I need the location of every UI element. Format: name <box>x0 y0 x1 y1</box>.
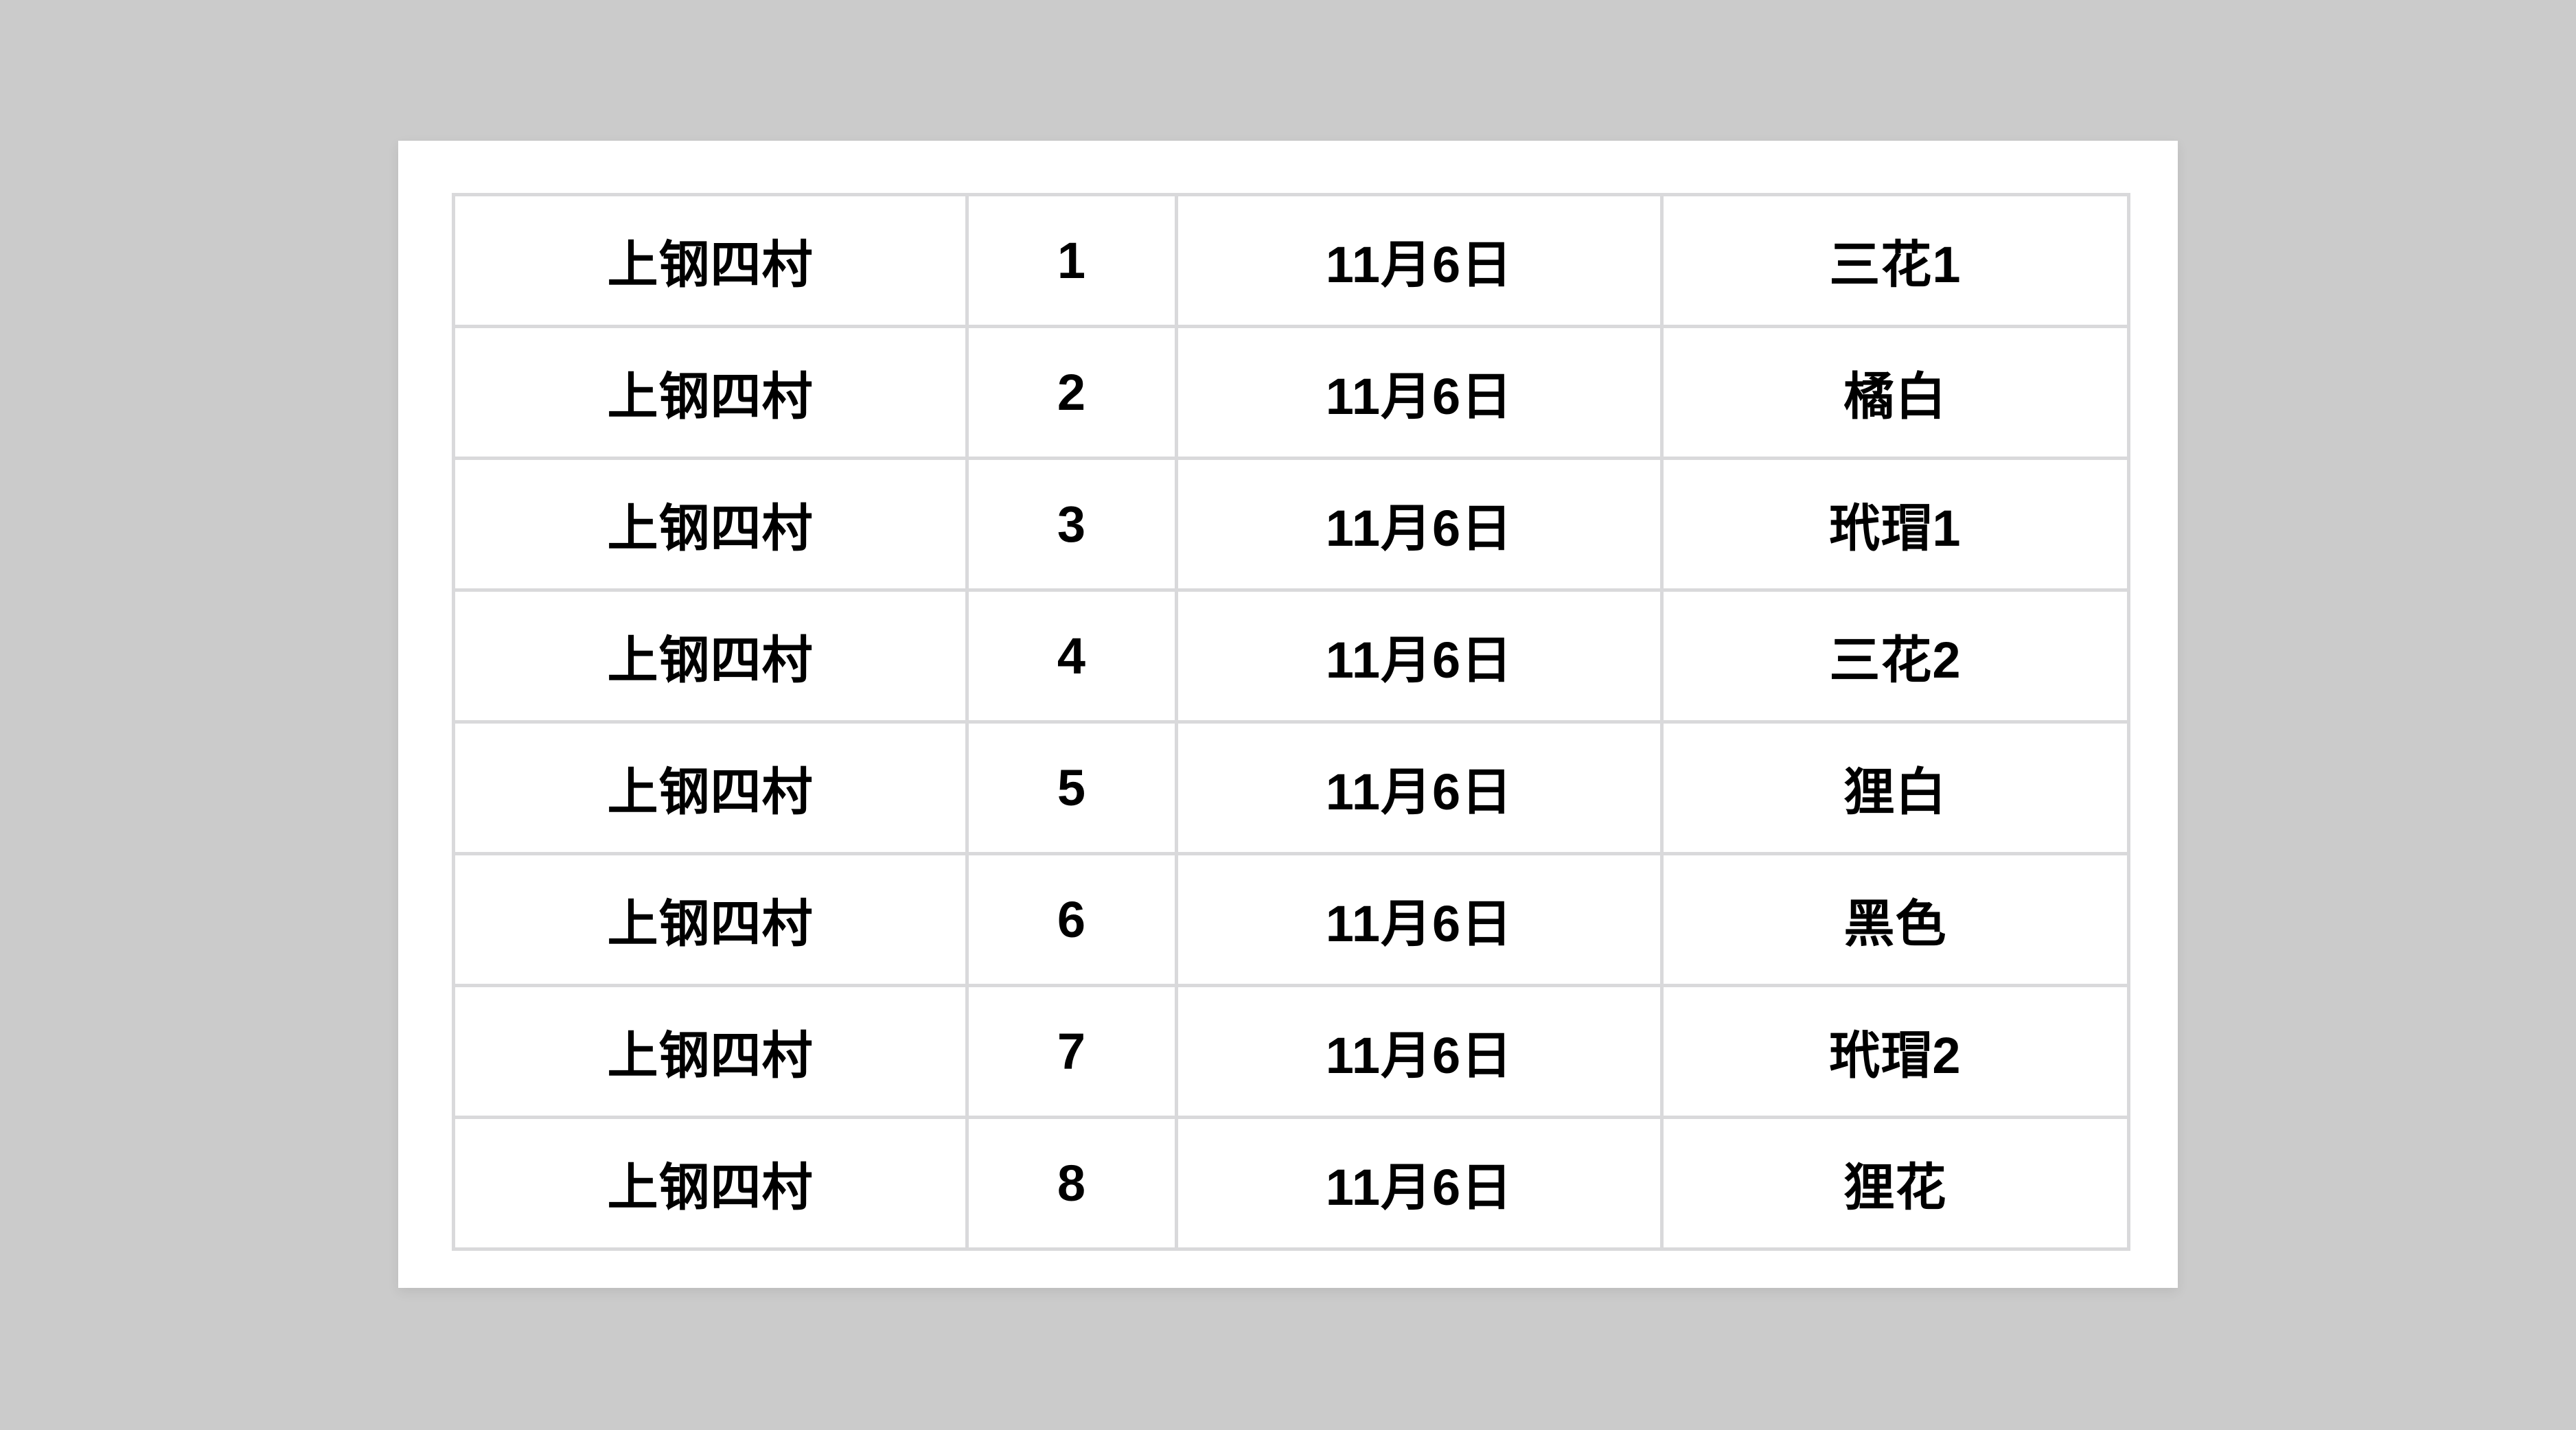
cell-location: 上钢四村 <box>452 852 969 987</box>
cell-cat-name: 三花2 <box>1660 588 2130 724</box>
cell-date: 11月6日 <box>1175 1116 1664 1251</box>
cell-cat-name: 狸花 <box>1660 1116 2130 1251</box>
cell-location: 上钢四村 <box>452 1116 969 1251</box>
cell-number: 3 <box>965 457 1178 592</box>
cell-location: 上钢四村 <box>452 984 969 1119</box>
cell-date: 11月6日 <box>1175 984 1664 1119</box>
table-row: 上钢四村 6 11月6日 黑色 <box>452 852 2130 987</box>
cell-date: 11月6日 <box>1175 193 1664 328</box>
cell-number: 1 <box>965 193 1178 328</box>
cell-date: 11月6日 <box>1175 720 1664 855</box>
cell-number: 6 <box>965 852 1178 987</box>
cell-location: 上钢四村 <box>452 588 969 724</box>
cell-date: 11月6日 <box>1175 457 1664 592</box>
cell-cat-name: 黑色 <box>1660 852 2130 987</box>
cell-cat-name: 狸白 <box>1660 720 2130 855</box>
records-table: 上钢四村 1 11月6日 三花1 上钢四村 2 11月6日 橘白 上钢四村 3 … <box>452 193 2130 1251</box>
cell-number: 5 <box>965 720 1178 855</box>
cell-location: 上钢四村 <box>452 457 969 592</box>
cell-date: 11月6日 <box>1175 852 1664 987</box>
cell-date: 11月6日 <box>1175 325 1664 460</box>
cell-number: 2 <box>965 325 1178 460</box>
table-row: 上钢四村 8 11月6日 狸花 <box>452 1116 2130 1251</box>
cell-number: 7 <box>965 984 1178 1119</box>
cell-number: 4 <box>965 588 1178 724</box>
content-panel: 上钢四村 1 11月6日 三花1 上钢四村 2 11月6日 橘白 上钢四村 3 … <box>398 141 2178 1288</box>
cell-date: 11月6日 <box>1175 588 1664 724</box>
table-row: 上钢四村 1 11月6日 三花1 <box>452 193 2130 328</box>
cell-location: 上钢四村 <box>452 720 969 855</box>
table-row: 上钢四村 3 11月6日 玳瑁1 <box>452 457 2130 592</box>
table-row: 上钢四村 7 11月6日 玳瑁2 <box>452 984 2130 1119</box>
cell-cat-name: 橘白 <box>1660 325 2130 460</box>
table-row: 上钢四村 4 11月6日 三花2 <box>452 588 2130 724</box>
cell-cat-name: 玳瑁1 <box>1660 457 2130 592</box>
cell-location: 上钢四村 <box>452 193 969 328</box>
cell-cat-name: 三花1 <box>1660 193 2130 328</box>
cell-location: 上钢四村 <box>452 325 969 460</box>
table-row: 上钢四村 5 11月6日 狸白 <box>452 720 2130 855</box>
cell-number: 8 <box>965 1116 1178 1251</box>
table-row: 上钢四村 2 11月6日 橘白 <box>452 325 2130 460</box>
cell-cat-name: 玳瑁2 <box>1660 984 2130 1119</box>
